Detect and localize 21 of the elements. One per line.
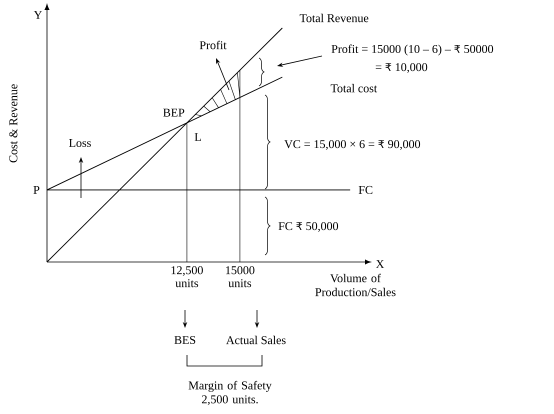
text: Margin of Safety 2,500 units. [188,380,272,406]
annotation: L [194,133,201,141]
text: X [376,260,384,268]
annotation: Loss [69,139,91,147]
annotation: Profit = 15000 (10 – 6) – ₹ 50000 [332,44,494,56]
text: BES [174,336,196,344]
x-axis-title: Volume of Production/Sales [315,274,396,296]
series-label: Total Revenue [300,14,368,22]
y-axis-title: Cost & Revenue [9,84,18,162]
text: = ₹ 10,000 [376,63,428,73]
x-tick-label: 12,500 units [172,266,203,288]
x-tick-label: 15000 units [226,266,254,288]
annotation: VC = 15,000 × 6 = ₹ 90,000 [284,140,420,150]
text: Actual Sales [226,336,286,344]
annotation: Profit [200,40,227,50]
series-label: FC [358,186,372,194]
text: Total cost [330,84,378,92]
annotation: FC ₹ 50,000 [278,222,338,232]
annotation: P [33,186,40,194]
annotation: BEP [163,108,184,117]
text: Y [34,11,42,19]
